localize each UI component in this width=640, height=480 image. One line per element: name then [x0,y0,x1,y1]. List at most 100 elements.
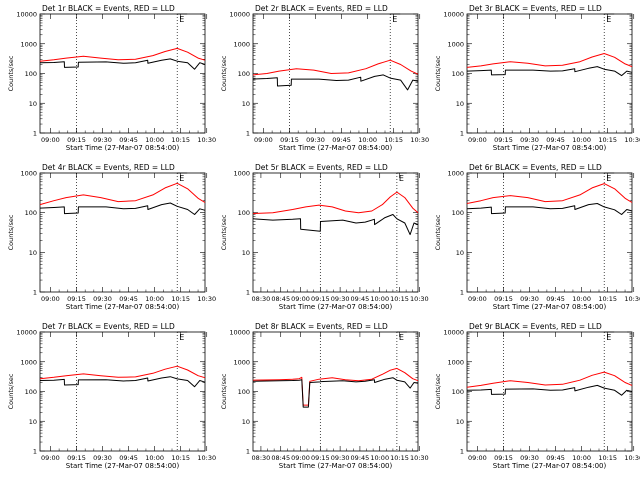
y-tick-label: 10 [242,418,250,426]
y-axis-label: Counts/sec [434,55,442,91]
series-line-events [252,214,419,236]
y-axis-label: Counts/sec [220,214,228,250]
x-tick-label: 09:15 [311,454,330,462]
x-tick-label: 09:15 [311,295,330,303]
y-axis-label: Counts/sec [220,55,228,91]
y-tick-label: 1 [246,289,250,297]
x-axis-label: Start Time (27-Mar-07 08:54:00) [279,144,393,152]
plot-frame [466,172,633,293]
x-tick-label: 09:30 [93,295,112,303]
x-tick-label: 10:00 [358,136,377,144]
chart-panel-5: Det 5r BLACK = Events, RED = LLD 1 10 100 10… [220,163,429,311]
x-tick-label: 09:15 [494,295,513,303]
chart-panel-4: Det 4r BLACK = Events, RED = LLD 1 10 100 10… [7,163,216,311]
x-tick-label: 10:30 [624,295,640,303]
y-tick-label: 100 [25,70,37,78]
x-tick-label: 08:45 [271,454,290,462]
plot-frame [39,331,206,452]
series-line-events [466,66,633,77]
y-tick-label: 1 [246,448,250,456]
series-line-lld [466,371,633,388]
series-line-lld [252,59,419,76]
y-tick-label: 100 [25,388,37,396]
y-tick-label: 10 [456,418,464,426]
y-tick-label: 100 [452,70,464,78]
x-axis-label: Start Time (27-Mar-07 08:54:00) [66,462,180,470]
series-line-lld [39,47,206,62]
x-tick-label: 10:30 [410,136,429,144]
y-axis-label: Counts/sec [220,373,228,409]
chart-title: Det 7r BLACK = Events, RED = LLD [42,322,175,331]
x-tick-label: 10:15 [598,454,617,462]
x-axis-label: Start Time (27-Mar-07 08:54:00) [66,144,180,152]
chart-panel-9: Det 9r BLACK = Events, RED = LLD 1 10 100 10… [434,322,640,470]
x-tick-label: 09:00 [41,136,60,144]
series-line-lld [466,183,633,204]
y-axis-label: Counts/sec [434,373,442,409]
x-tick-label: 09:15 [67,136,86,144]
plot-frame [39,172,206,293]
x-tick-label: 09:45 [119,136,138,144]
chart-title: Det 4r BLACK = Events, RED = LLD [42,163,175,172]
x-tick-label: 10:15 [598,136,617,144]
y-axis-label: Counts/sec [7,55,15,91]
x-tick-label: 09:45 [546,454,565,462]
series-line-events [252,74,419,91]
y-tick-label: 1000 [447,40,464,48]
x-tick-label: 09:45 [351,295,370,303]
x-tick-label: 10:15 [390,454,409,462]
x-tick-label: 09:30 [520,454,539,462]
e-marker-label: E [399,333,404,342]
x-tick-label: 09:00 [468,454,487,462]
chart-title: Det 2r BLACK = Events, RED = LLD [255,4,388,13]
x-tick-label: 09:30 [306,136,325,144]
y-tick-label: 10 [242,100,250,108]
y-tick-label: 1000 [233,170,250,178]
y-tick-label: 10000 [229,11,250,19]
e-marker-label: E [179,15,184,24]
x-tick-label: 10:00 [370,454,389,462]
x-tick-label: 10:30 [197,454,216,462]
chart-panel-2: Det 2r BLACK = Events, RED = LLD 1 10 100 10… [220,4,429,152]
series-line-lld [252,191,419,215]
x-tick-label: 10:30 [624,136,640,144]
x-tick-label: 10:30 [410,454,429,462]
x-tick-label: 08:30 [252,454,271,462]
y-tick-label: 10 [242,249,250,257]
plot-frame [39,13,206,134]
series-line-events [39,58,206,70]
y-axis-label: Counts/sec [7,373,15,409]
x-tick-label: 10:30 [624,454,640,462]
x-tick-label: 10:15 [171,454,190,462]
x-tick-label: 10:15 [390,295,409,303]
y-tick-label: 1000 [447,358,464,366]
x-tick-label: 10:30 [197,136,216,144]
chart-title: Det 6r BLACK = Events, RED = LLD [469,163,602,172]
y-tick-label: 10000 [229,329,250,337]
plot-frame [252,331,419,452]
series-line-events [39,202,206,215]
x-tick-label: 09:15 [494,136,513,144]
y-tick-label: 10000 [443,11,464,19]
x-axis-label: Start Time (27-Mar-07 08:54:00) [493,144,607,152]
x-tick-label: 09:00 [468,136,487,144]
y-tick-label: 1000 [233,40,250,48]
y-tick-label: 1 [460,448,464,456]
x-tick-label: 10:15 [384,136,403,144]
x-tick-label: 09:00 [41,295,60,303]
x-tick-label: 10:00 [145,454,164,462]
e-marker-label: E [399,174,404,183]
y-tick-label: 1000 [20,40,37,48]
y-tick-label: 100 [452,209,464,217]
y-tick-label: 1 [246,130,250,138]
x-axis-label: Start Time (27-Mar-07 08:54:00) [279,303,393,311]
x-tick-label: 10:00 [572,136,591,144]
y-tick-label: 100 [238,209,250,217]
y-tick-label: 10 [456,249,464,257]
x-tick-label: 09:00 [291,295,310,303]
chart-panel-8: Det 8r BLACK = Events, RED = LLD 1 10 100 10… [220,322,429,470]
series-line-lld [39,182,206,206]
x-tick-label: 09:45 [546,295,565,303]
y-tick-label: 1 [33,130,37,138]
